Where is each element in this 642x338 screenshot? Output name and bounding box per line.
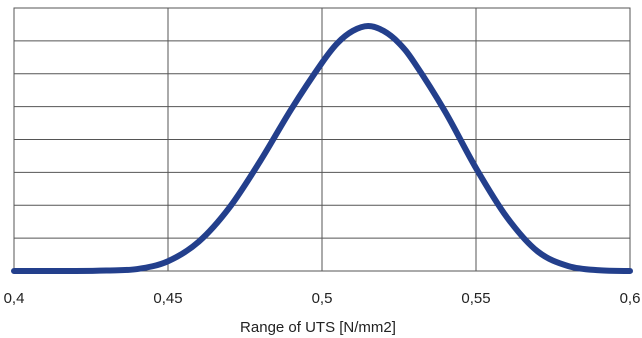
x-tick-label: 0,45 (153, 290, 182, 307)
series-line (11, 23, 633, 275)
x-tick-label: 0,6 (620, 290, 641, 307)
x-tick-label: 0,4 (4, 290, 25, 307)
x-tick-labels: 0,4 0,45 0,5 0,55 0,6 (4, 290, 641, 307)
x-axis-label: Range of UTS [N/mm2] (240, 319, 396, 336)
vertical-gridlines (167, 8, 477, 271)
x-tick-label: 0,55 (461, 290, 490, 307)
series-group (11, 23, 633, 275)
x-tick-label: 0,5 (312, 290, 333, 307)
